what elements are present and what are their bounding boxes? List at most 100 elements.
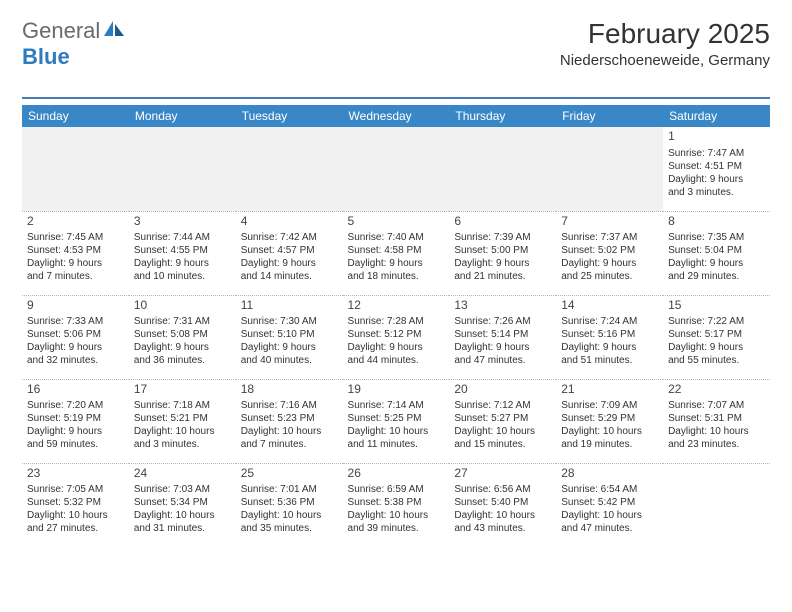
daylight-text-1: Daylight: 10 hours — [454, 509, 551, 522]
calendar-header-row: SundayMondayTuesdayWednesdayThursdayFrid… — [22, 105, 770, 127]
sunrise-text: Sunrise: 7:03 AM — [134, 483, 231, 496]
daylight-text-2: and 44 minutes. — [348, 354, 445, 367]
daylight-text-2: and 14 minutes. — [241, 270, 338, 283]
daylight-text-1: Daylight: 9 hours — [241, 257, 338, 270]
daylight-text-2: and 25 minutes. — [561, 270, 658, 283]
day-number: 12 — [348, 298, 445, 314]
daylight-text-1: Daylight: 9 hours — [134, 257, 231, 270]
header: General February 2025 Niederschoeneweide… — [22, 18, 770, 69]
weekday-header: Monday — [129, 105, 236, 127]
day-number: 11 — [241, 298, 338, 314]
sunset-text: Sunset: 5:06 PM — [27, 328, 124, 341]
location-label: Niederschoeneweide, Germany — [560, 52, 770, 69]
sunrise-text: Sunrise: 7:24 AM — [561, 315, 658, 328]
day-number: 26 — [348, 466, 445, 482]
sunrise-text: Sunrise: 7:31 AM — [134, 315, 231, 328]
calendar-cell-blank — [236, 127, 343, 211]
weekday-header: Wednesday — [343, 105, 450, 127]
brand-text-general: General — [22, 18, 100, 44]
daylight-text-1: Daylight: 10 hours — [454, 425, 551, 438]
daylight-text-2: and 31 minutes. — [134, 522, 231, 535]
sunrise-text: Sunrise: 7:35 AM — [668, 231, 765, 244]
day-number: 8 — [668, 214, 765, 230]
daylight-text-2: and 29 minutes. — [668, 270, 765, 283]
calendar-week-row: 23Sunrise: 7:05 AMSunset: 5:32 PMDayligh… — [22, 463, 770, 547]
sunrise-text: Sunrise: 7:42 AM — [241, 231, 338, 244]
calendar-body: 1Sunrise: 7:47 AMSunset: 4:51 PMDaylight… — [22, 127, 770, 547]
sunrise-text: Sunrise: 7:01 AM — [241, 483, 338, 496]
day-number: 21 — [561, 382, 658, 398]
day-number: 7 — [561, 214, 658, 230]
calendar-cell-blank — [449, 127, 556, 211]
sail-icon — [102, 18, 126, 44]
day-number: 6 — [454, 214, 551, 230]
sunrise-text: Sunrise: 7:33 AM — [27, 315, 124, 328]
sunset-text: Sunset: 5:17 PM — [668, 328, 765, 341]
daylight-text-2: and 43 minutes. — [454, 522, 551, 535]
sunset-text: Sunset: 5:29 PM — [561, 412, 658, 425]
calendar-week-row: 9Sunrise: 7:33 AMSunset: 5:06 PMDaylight… — [22, 295, 770, 379]
sunrise-text: Sunrise: 7:18 AM — [134, 399, 231, 412]
calendar-cell: 3Sunrise: 7:44 AMSunset: 4:55 PMDaylight… — [129, 211, 236, 295]
daylight-text-1: Daylight: 10 hours — [241, 509, 338, 522]
daylight-text-2: and 47 minutes. — [561, 522, 658, 535]
daylight-text-1: Daylight: 10 hours — [134, 425, 231, 438]
day-number: 28 — [561, 466, 658, 482]
day-number: 1 — [668, 129, 765, 145]
daylight-text-1: Daylight: 9 hours — [27, 425, 124, 438]
day-number: 2 — [27, 214, 124, 230]
calendar-cell: 10Sunrise: 7:31 AMSunset: 5:08 PMDayligh… — [129, 295, 236, 379]
sunset-text: Sunset: 5:02 PM — [561, 244, 658, 257]
daylight-text-2: and 32 minutes. — [27, 354, 124, 367]
day-number: 3 — [134, 214, 231, 230]
sunset-text: Sunset: 5:32 PM — [27, 496, 124, 509]
daylight-text-2: and 3 minutes. — [668, 186, 765, 199]
header-rule — [22, 97, 770, 99]
daylight-text-1: Daylight: 9 hours — [454, 257, 551, 270]
calendar-cell: 1Sunrise: 7:47 AMSunset: 4:51 PMDaylight… — [663, 127, 770, 211]
daylight-text-1: Daylight: 9 hours — [27, 341, 124, 354]
sunrise-text: Sunrise: 7:44 AM — [134, 231, 231, 244]
sunset-text: Sunset: 5:04 PM — [668, 244, 765, 257]
weekday-header: Friday — [556, 105, 663, 127]
daylight-text-1: Daylight: 9 hours — [454, 341, 551, 354]
daylight-text-1: Daylight: 10 hours — [668, 425, 765, 438]
sunset-text: Sunset: 5:16 PM — [561, 328, 658, 341]
daylight-text-2: and 15 minutes. — [454, 438, 551, 451]
calendar-week-row: 16Sunrise: 7:20 AMSunset: 5:19 PMDayligh… — [22, 379, 770, 463]
sunrise-text: Sunrise: 6:56 AM — [454, 483, 551, 496]
sunset-text: Sunset: 5:14 PM — [454, 328, 551, 341]
daylight-text-2: and 47 minutes. — [454, 354, 551, 367]
brand-blue-wrap: Blue — [22, 44, 70, 70]
sunset-text: Sunset: 5:08 PM — [134, 328, 231, 341]
sunset-text: Sunset: 5:25 PM — [348, 412, 445, 425]
daylight-text-2: and 59 minutes. — [27, 438, 124, 451]
daylight-text-1: Daylight: 9 hours — [27, 257, 124, 270]
calendar-week-row: 1Sunrise: 7:47 AMSunset: 4:51 PMDaylight… — [22, 127, 770, 211]
day-number: 24 — [134, 466, 231, 482]
sunset-text: Sunset: 5:00 PM — [454, 244, 551, 257]
daylight-text-2: and 27 minutes. — [27, 522, 124, 535]
daylight-text-1: Daylight: 9 hours — [134, 341, 231, 354]
sunrise-text: Sunrise: 7:47 AM — [668, 147, 765, 160]
daylight-text-1: Daylight: 9 hours — [668, 173, 765, 186]
daylight-text-2: and 7 minutes. — [27, 270, 124, 283]
calendar-cell: 23Sunrise: 7:05 AMSunset: 5:32 PMDayligh… — [22, 463, 129, 547]
sunrise-text: Sunrise: 7:45 AM — [27, 231, 124, 244]
calendar-cell: 5Sunrise: 7:40 AMSunset: 4:58 PMDaylight… — [343, 211, 450, 295]
sunset-text: Sunset: 5:12 PM — [348, 328, 445, 341]
calendar-cell: 20Sunrise: 7:12 AMSunset: 5:27 PMDayligh… — [449, 379, 556, 463]
day-number: 23 — [27, 466, 124, 482]
month-title: February 2025 — [560, 18, 770, 50]
calendar-cell: 7Sunrise: 7:37 AMSunset: 5:02 PMDaylight… — [556, 211, 663, 295]
sunrise-text: Sunrise: 7:40 AM — [348, 231, 445, 244]
brand-text-blue: Blue — [22, 44, 70, 69]
daylight-text-2: and 23 minutes. — [668, 438, 765, 451]
sunrise-text: Sunrise: 7:28 AM — [348, 315, 445, 328]
day-number: 18 — [241, 382, 338, 398]
calendar-cell: 2Sunrise: 7:45 AMSunset: 4:53 PMDaylight… — [22, 211, 129, 295]
sunset-text: Sunset: 4:55 PM — [134, 244, 231, 257]
sunrise-text: Sunrise: 7:12 AM — [454, 399, 551, 412]
sunrise-text: Sunrise: 6:54 AM — [561, 483, 658, 496]
weekday-header: Tuesday — [236, 105, 343, 127]
